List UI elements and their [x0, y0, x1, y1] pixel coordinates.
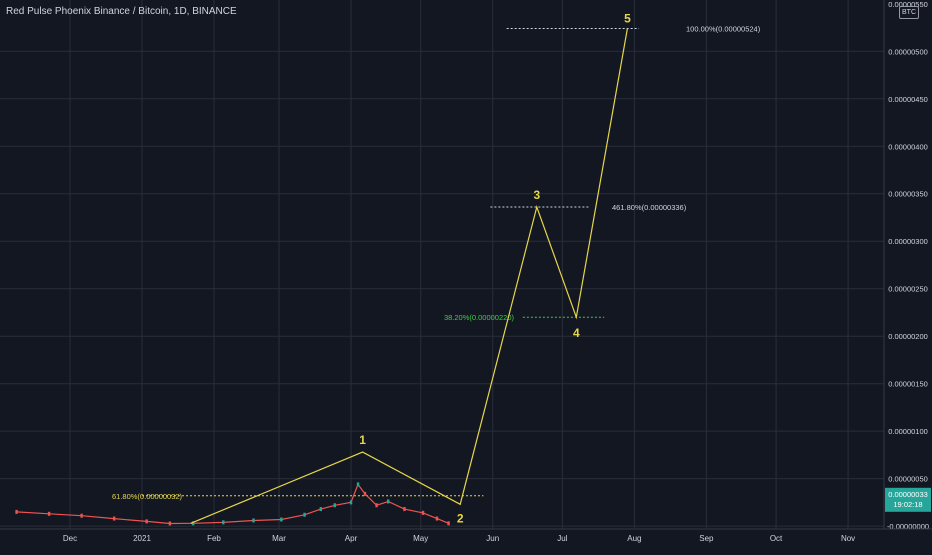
- last-price-tag-background: [885, 487, 931, 512]
- price-candle: [333, 503, 336, 508]
- price-tick-label: 0.00000050: [888, 475, 928, 484]
- time-tick-label: Jul: [557, 534, 567, 543]
- price-candle: [47, 511, 51, 516]
- price-candle: [222, 520, 225, 525]
- price-candle: [349, 500, 353, 505]
- time-tick-label: Oct: [770, 534, 783, 543]
- price-tick-label: 0.00000150: [888, 380, 928, 389]
- price-candle: [386, 499, 390, 504]
- price-candle: [403, 507, 406, 512]
- price-candle: [421, 510, 425, 515]
- chart-title: Red Pulse Phoenix Binance / Bitcoin, 1D,…: [6, 6, 237, 17]
- time-tick-label: 2021: [133, 534, 151, 543]
- price-history: [15, 482, 450, 526]
- time-tick-label: Feb: [207, 534, 221, 543]
- last-price-value: 0.00000033: [888, 490, 928, 499]
- price-tick-label: 0.00000200: [888, 332, 928, 341]
- time-tick-label: Mar: [272, 534, 286, 543]
- price-tick-label: 0.00000500: [888, 47, 928, 56]
- wave-line: [190, 28, 628, 524]
- wave-label: 1: [359, 433, 366, 447]
- price-candle: [435, 516, 439, 521]
- fib-level-label: 100.00%(0.00000524): [686, 24, 761, 33]
- price-candle: [447, 521, 450, 526]
- price-tick-label: 0.00000400: [888, 142, 928, 151]
- price-candle: [15, 509, 18, 514]
- fib-level-label: 61.80%(0.00000032): [112, 492, 183, 501]
- time-axis[interactable]: Dec 2021 Feb Mar Apr May Jun Jul Aug Sep Oct Nov: [0, 528, 932, 543]
- price-tick-label: 0.00000550: [888, 0, 928, 9]
- last-price-tag: 0.00000033 19:02:18: [885, 487, 931, 512]
- wave-label: 4: [573, 326, 580, 340]
- price-tick-label: 0.00000250: [888, 285, 928, 294]
- price-candle: [252, 518, 255, 523]
- wave-projection: 1 2 3 4 5: [190, 11, 631, 525]
- price-tick-label: 0.00000450: [888, 95, 928, 104]
- grid: [0, 0, 884, 529]
- price-candle: [112, 516, 116, 521]
- fib-level-label: 38.20%(0.00000220): [444, 313, 515, 322]
- wave-label: 5: [624, 11, 631, 25]
- price-candle: [145, 519, 148, 524]
- fib-level-label: 461.80%(0.00000336): [612, 203, 687, 212]
- time-tick-label: Dec: [63, 534, 77, 543]
- wave-label: 3: [533, 188, 540, 202]
- price-candle: [319, 507, 323, 512]
- time-tick-label: Sep: [699, 534, 714, 543]
- price-candle: [363, 491, 367, 496]
- price-candle: [303, 512, 306, 517]
- price-line: [16, 483, 449, 525]
- wave-label: 2: [457, 511, 464, 525]
- price-tick-label: 0.00000300: [888, 237, 928, 246]
- time-tick-label: Aug: [627, 534, 641, 543]
- price-candle: [356, 482, 360, 487]
- bar-countdown: 19:02:18: [893, 500, 922, 509]
- currency-badge[interactable]: BTC: [899, 6, 919, 19]
- price-candle: [80, 513, 83, 518]
- fib-levels: 61.80%(0.00000032) 38.20%(0.00000220) 461.…: [112, 24, 761, 500]
- price-tick-label: 0.00000100: [888, 427, 928, 436]
- price-tick-label: -0.00000000: [887, 522, 929, 531]
- price-candle: [191, 521, 195, 526]
- price-candle: [375, 503, 378, 508]
- time-tick-label: Apr: [345, 534, 358, 543]
- time-tick-label: Nov: [841, 534, 855, 543]
- time-tick-label: May: [413, 534, 428, 543]
- price-axis[interactable]: 0.00000500 0.00000450 0.00000400 0.00000350…: [883, 0, 929, 531]
- price-candle: [280, 517, 283, 522]
- price-tick-label: 0.00000350: [888, 190, 928, 199]
- price-candle: [168, 521, 172, 526]
- time-tick-label: Jun: [486, 534, 499, 543]
